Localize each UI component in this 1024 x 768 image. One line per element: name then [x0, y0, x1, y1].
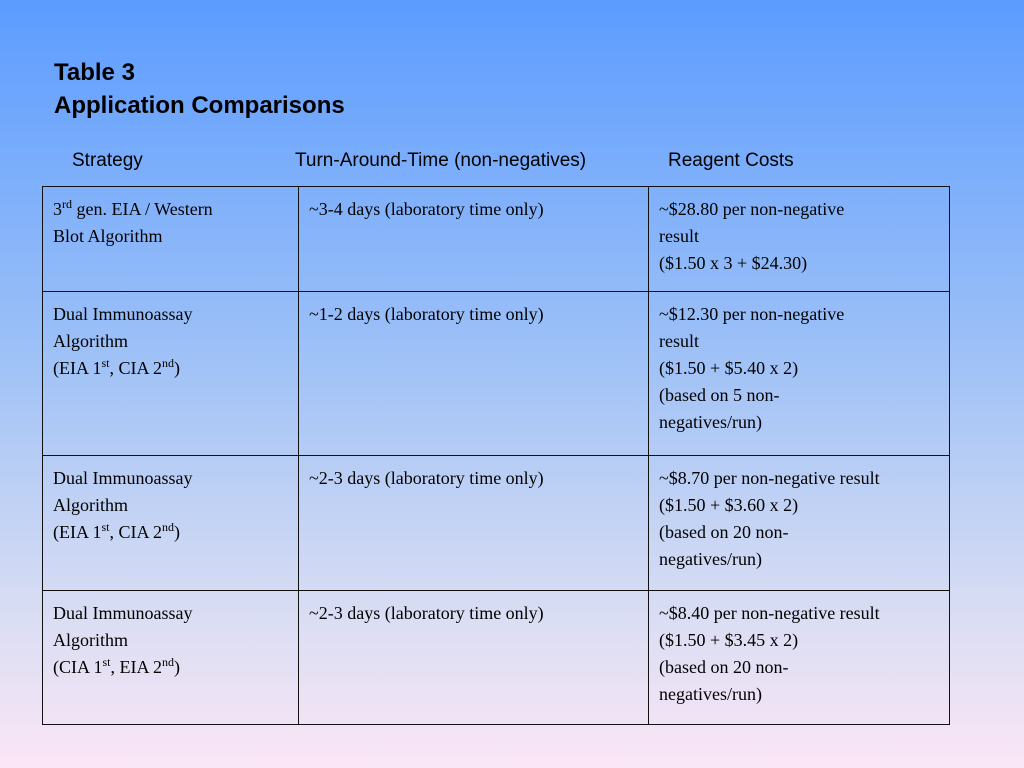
- turnaround-cell: ~3-4 days (laboratory time only): [298, 186, 649, 292]
- ordinal-suffix: st: [101, 520, 110, 534]
- strategy-line: Dual Immunoassay: [53, 304, 193, 324]
- strategy-line: Algorithm: [53, 495, 128, 515]
- cost-line: (based on 20 non-: [659, 522, 789, 542]
- strategy-line: Dual Immunoassay: [53, 603, 193, 623]
- strategy-line: 3rd gen. EIA / Western: [53, 196, 288, 223]
- ordinal-suffix: nd: [162, 520, 175, 534]
- title-line-2: Application Comparisons: [54, 92, 345, 119]
- table-row: Dual Immunoassay Algorithm (EIA 1st, CIA…: [42, 455, 950, 591]
- strategy-line: (EIA 1st, CIA 2nd): [53, 519, 288, 546]
- cost-cell: ~$8.70 per non-negative result ($1.50 + …: [648, 455, 950, 591]
- cost-line: result: [659, 331, 699, 351]
- strategy-text: ): [174, 358, 181, 378]
- strategy-line: Algorithm: [53, 331, 128, 351]
- cost-line: ~$12.30 per non-negative: [659, 304, 845, 324]
- table-row: Dual Immunoassay Algorithm (CIA 1st, EIA…: [42, 590, 950, 725]
- strategy-text: 3: [53, 199, 62, 219]
- cost-cell: ~$12.30 per non-negative result ($1.50 +…: [648, 291, 950, 456]
- strategy-line: Algorithm: [53, 630, 128, 650]
- cost-line: negatives/run): [659, 684, 762, 704]
- strategy-text: ): [174, 522, 181, 542]
- title-line-1: Table 3: [54, 59, 135, 86]
- strategy-cell: Dual Immunoassay Algorithm (CIA 1st, EIA…: [42, 590, 299, 725]
- turnaround-cell: ~1-2 days (laboratory time only): [298, 291, 649, 456]
- cost-line: result: [659, 226, 699, 246]
- strategy-text: , CIA 2: [109, 358, 163, 378]
- cost-line: negatives/run): [659, 412, 762, 432]
- turnaround-text: ~2-3 days (laboratory time only): [309, 468, 544, 488]
- turnaround-text: ~2-3 days (laboratory time only): [309, 603, 544, 623]
- strategy-text: (CIA 1: [53, 657, 103, 677]
- strategy-text: , EIA 2: [110, 657, 163, 677]
- ordinal-suffix: st: [101, 356, 110, 370]
- table-row: 3rd gen. EIA / Western Blot Algorithm ~3…: [42, 186, 950, 292]
- cost-line: ($1.50 + $3.45 x 2): [659, 630, 799, 650]
- strategy-cell: Dual Immunoassay Algorithm (EIA 1st, CIA…: [42, 291, 299, 456]
- slide-title: Table 3 Application Comparisons: [54, 56, 345, 122]
- strategy-line: Blot Algorithm: [53, 226, 163, 246]
- cost-line: ($1.50 x 3 + $24.30): [659, 253, 808, 273]
- strategy-text: (EIA 1: [53, 358, 102, 378]
- column-header-reagent-costs: Reagent Costs: [668, 150, 794, 171]
- strategy-text: , CIA 2: [109, 522, 163, 542]
- cost-line: ($1.50 + $5.40 x 2): [659, 358, 799, 378]
- strategy-cell: 3rd gen. EIA / Western Blot Algorithm: [42, 186, 299, 292]
- ordinal-suffix: rd: [62, 197, 72, 211]
- strategy-text: (EIA 1: [53, 522, 102, 542]
- cost-cell: ~$8.40 per non-negative result ($1.50 + …: [648, 590, 950, 725]
- ordinal-suffix: st: [102, 655, 111, 669]
- cost-line: ~$8.70 per non-negative result: [659, 468, 880, 488]
- column-header-strategy: Strategy: [72, 150, 143, 171]
- ordinal-suffix: nd: [162, 655, 175, 669]
- strategy-line: (CIA 1st, EIA 2nd): [53, 654, 288, 681]
- cost-line: ~$28.80 per non-negative: [659, 199, 845, 219]
- strategy-text: ): [174, 657, 181, 677]
- turnaround-text: ~3-4 days (laboratory time only): [309, 199, 544, 219]
- cost-line: negatives/run): [659, 549, 762, 569]
- strategy-text: gen. EIA / Western: [72, 199, 213, 219]
- ordinal-suffix: nd: [162, 356, 175, 370]
- cost-line: ($1.50 + $3.60 x 2): [659, 495, 799, 515]
- strategy-cell: Dual Immunoassay Algorithm (EIA 1st, CIA…: [42, 455, 299, 591]
- column-header-turnaround-time: Turn-Around-Time (non-negatives): [295, 150, 587, 171]
- strategy-line: Dual Immunoassay: [53, 468, 193, 488]
- turnaround-text: ~1-2 days (laboratory time only): [309, 304, 544, 324]
- table-row: Dual Immunoassay Algorithm (EIA 1st, CIA…: [42, 291, 950, 456]
- turnaround-cell: ~2-3 days (laboratory time only): [298, 590, 649, 725]
- turnaround-cell: ~2-3 days (laboratory time only): [298, 455, 649, 591]
- comparison-table: 3rd gen. EIA / Western Blot Algorithm ~3…: [42, 186, 950, 725]
- cost-line: (based on 20 non-: [659, 657, 789, 677]
- cost-cell: ~$28.80 per non-negative result ($1.50 x…: [648, 186, 950, 292]
- strategy-line: (EIA 1st, CIA 2nd): [53, 355, 288, 382]
- cost-line: ~$8.40 per non-negative result: [659, 603, 880, 623]
- cost-line: (based on 5 non-: [659, 385, 780, 405]
